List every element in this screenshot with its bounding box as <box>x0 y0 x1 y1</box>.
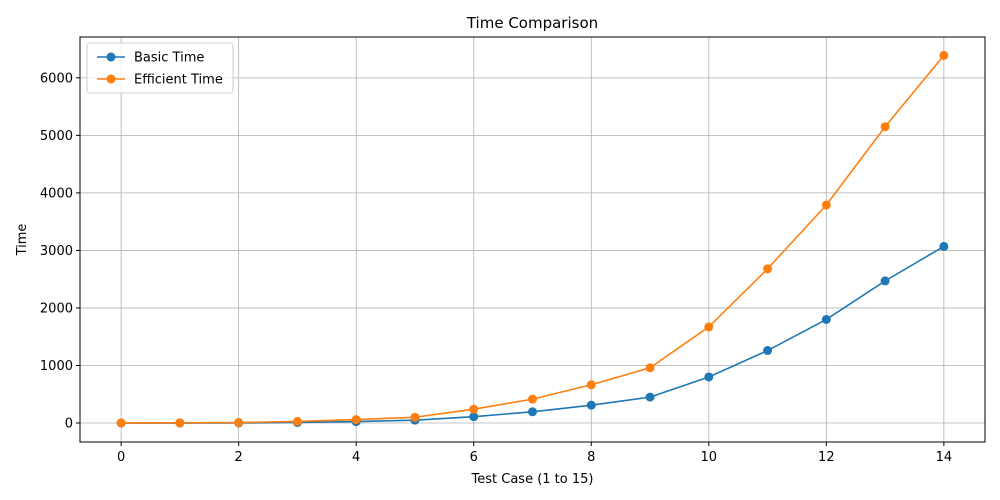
y-tick-label: 5000 <box>40 129 73 144</box>
efficient-time-point <box>821 200 831 210</box>
x-tick-label: 12 <box>818 450 835 465</box>
x-tick-label: 4 <box>352 450 360 465</box>
efficient-time-point <box>704 322 714 332</box>
basic-time-point <box>528 407 537 417</box>
grid-lines <box>80 37 985 442</box>
x-tick-label: 2 <box>235 450 243 465</box>
x-tick-label: 6 <box>470 450 478 465</box>
basic-time-point <box>586 400 596 410</box>
x-axis-label: Test Case (1 to 15) <box>471 472 594 487</box>
efficient-time-point <box>469 404 479 414</box>
legend-basic-time-marker <box>106 52 116 62</box>
basic-time-point <box>763 346 773 356</box>
basic-time-point <box>821 314 831 324</box>
y-tick-label: 2000 <box>40 301 73 316</box>
efficient-time-point <box>234 418 244 428</box>
legend-efficient-time-label: Efficient Time <box>134 73 223 88</box>
efficient-time-point <box>763 264 773 274</box>
legend-basic-time-label: Basic Time <box>134 51 204 66</box>
y-tick-label: 1000 <box>40 359 73 374</box>
legend: Basic Time Efficient Time <box>86 42 234 94</box>
efficient-time-point <box>175 418 185 428</box>
efficient-time-point <box>645 363 655 373</box>
legend-efficient-time-marker <box>106 74 116 84</box>
efficient-time-point <box>528 394 537 404</box>
y-tick-label: 4000 <box>40 186 73 201</box>
efficient-time-point <box>586 380 596 390</box>
efficient-time-point <box>292 416 302 426</box>
basic-time-point <box>469 412 479 422</box>
legend-box <box>86 42 234 94</box>
efficient-time-point <box>410 412 420 422</box>
efficient-time-line <box>121 54 945 424</box>
x-tick-label: 10 <box>701 450 718 465</box>
efficient-time-point <box>880 122 890 132</box>
plot-area-frame <box>79 36 986 443</box>
efficient-time-point <box>351 415 361 425</box>
x-tick-label: 8 <box>587 450 595 465</box>
basic-time-point <box>939 241 949 251</box>
chart-title: Time Comparison <box>466 14 598 32</box>
basic-time-point <box>645 392 655 402</box>
y-tick-label: 6000 <box>40 71 73 86</box>
axis-ticks: 0 2 4 6 8 10 12 14 0 1000 2000 3000 4000 5000 6000 <box>40 71 952 465</box>
y-tick-label: 0 <box>65 417 73 432</box>
y-axis-label: Time <box>15 224 30 257</box>
x-tick-label: 0 <box>117 450 125 465</box>
basic-time-point <box>704 372 714 382</box>
series-layer <box>116 50 949 428</box>
efficient-time-point <box>116 418 126 428</box>
y-tick-label: 3000 <box>40 244 73 259</box>
efficient-time-point <box>939 50 949 60</box>
x-tick-label: 14 <box>936 450 953 465</box>
basic-time-point <box>880 276 890 286</box>
